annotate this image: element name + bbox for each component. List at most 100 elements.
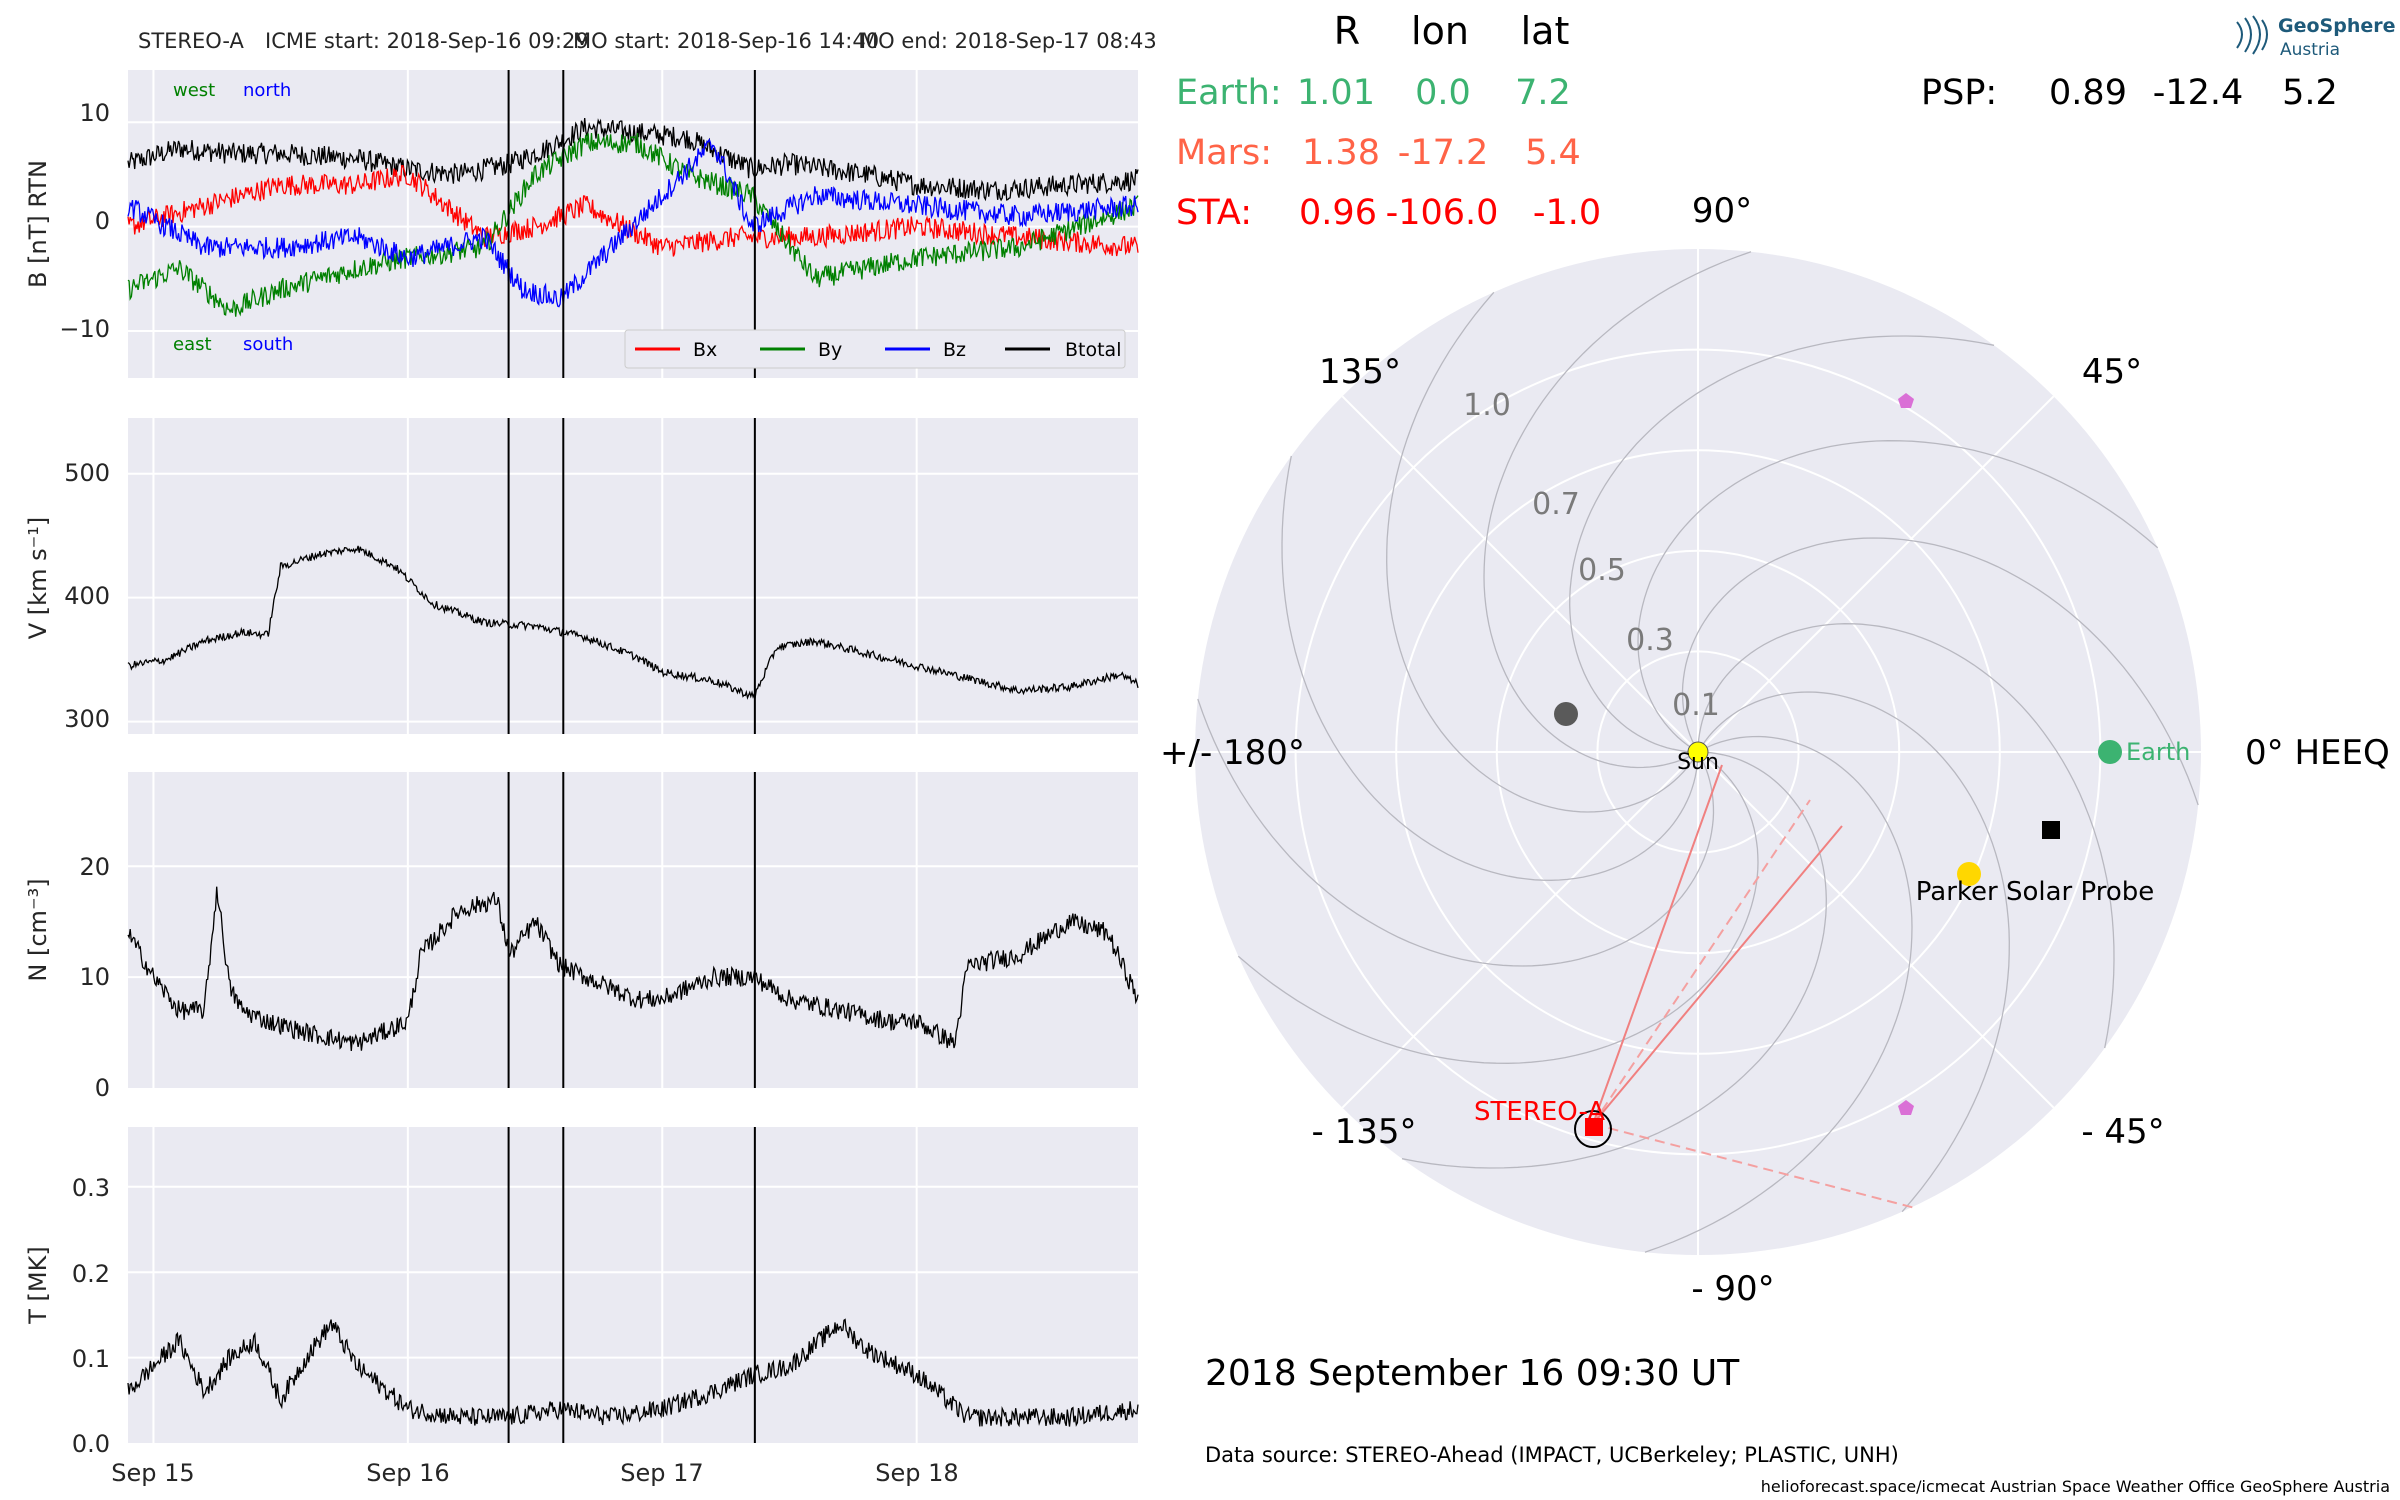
earth-label: Earth (2126, 738, 2190, 766)
panel-n-grid (128, 772, 1138, 1088)
data-source: Data source: STEREO-Ahead (IMPACT, UCBer… (1205, 1443, 1899, 1467)
logo-line2: Austria (2280, 40, 2340, 60)
x-tick-label: Sep 16 (366, 1459, 449, 1487)
spiral-line (1401, 751, 1827, 1169)
annot-north: north (243, 80, 291, 101)
panel-t: 0.3 0.2 0.1 0.0 T [MK] (24, 1127, 1139, 1458)
panel-t-event-lines (507, 1127, 756, 1443)
view-line (1592, 825, 1843, 1125)
series-line-by (127, 132, 1139, 317)
panel-t-grid (128, 1127, 1138, 1443)
row-earth-lat: 7.2 (1515, 73, 1571, 113)
mercury-marker (1554, 702, 1578, 726)
legend-box (624, 329, 1126, 369)
b-ytick: −10 (59, 315, 110, 343)
x-tick-label: Sep 18 (875, 1459, 958, 1487)
v-ytick: 500 (64, 459, 110, 487)
row-psp-r: 0.89 (2049, 73, 2127, 113)
r-label: 1.0 (1463, 388, 1511, 423)
panel-t-background (128, 1127, 1138, 1443)
sun-marker (1687, 741, 1709, 763)
logo-line1: GeoSphere (2278, 15, 2396, 37)
spiral-line (1483, 251, 1752, 769)
bepi-marker (1898, 1100, 1914, 1115)
table-header-r: R (1334, 9, 1360, 53)
panel-n-event-lines (507, 772, 756, 1088)
spiral-line (1637, 440, 2159, 753)
series-line-bz (127, 137, 1139, 308)
r-label: 0.5 (1578, 553, 1626, 588)
row-mars-name: Mars: (1176, 133, 1272, 173)
position-table: R lon lat Earth: 1.01 0.0 7.2 Mars: 1.38… (1176, 9, 2338, 233)
table-header-lon: lon (1411, 9, 1469, 53)
polar-grid (1195, 249, 2201, 1255)
solo-marker (1898, 393, 1914, 408)
spiral-line (1237, 751, 1759, 1064)
t-ytick: 0.2 (72, 1260, 110, 1288)
mo-end-label: MO end: 2018-Sep-17 08:43 (860, 29, 1157, 53)
v-ylabel: V [km s⁻¹] (24, 517, 52, 639)
stereo-a-view-lines (1592, 764, 1916, 1209)
date-text: 2018 September 16 09:30 UT (1205, 1353, 1740, 1394)
row-earth-r: 1.01 (1297, 73, 1375, 113)
spiral-line (1386, 291, 1699, 813)
sta-label: STEREO-A (1474, 1097, 1605, 1127)
spacecraft-label: STEREO-A (138, 29, 245, 53)
spiral-line (1569, 335, 1995, 753)
psp-label: Parker Solar Probe (1916, 877, 2154, 907)
n-ytick: 0 (95, 1074, 110, 1102)
sun-label: Sun (1677, 750, 1719, 775)
t-ytick: 0.1 (72, 1345, 110, 1373)
spiral-line (1197, 698, 1715, 967)
mo-start-label: MO start: 2018-Sep-16 14:40 (573, 29, 879, 53)
r-label: 0.7 (1532, 487, 1580, 522)
series-line-v (127, 545, 1139, 700)
angle-label-m135: - 135° (1312, 1112, 1417, 1152)
spiral-line (1681, 537, 2199, 806)
spiral-line (1644, 735, 1913, 1253)
row-mars-lon: -17.2 (1398, 133, 1489, 173)
panel-n-series (127, 886, 1139, 1051)
view-line-dashed (1592, 1123, 1916, 1209)
angle-label-0: 0° HEEQ (2245, 733, 2390, 773)
mars-marker (2042, 821, 2060, 839)
legend-btotal: Btotal (1065, 339, 1121, 361)
n-ytick: 10 (79, 963, 110, 991)
row-sta-r: 0.96 (1299, 193, 1377, 233)
table-header-lat: lat (1521, 9, 1570, 53)
spiral-line (1281, 455, 1699, 881)
x-tick-label: Sep 17 (620, 1459, 703, 1487)
logo-icon (2236, 15, 2268, 55)
series-line-n (127, 886, 1139, 1051)
spiral-line (1697, 691, 2010, 1213)
panel-b: 10 0 −10 B [nT] RTN west north east sout… (24, 70, 1139, 378)
angle-label-45: 45° (2082, 352, 2142, 392)
sta-ring (1574, 1110, 1612, 1148)
panel-v: 500 400 300 V [km s⁻¹] (24, 418, 1139, 734)
r-label: 0.1 (1672, 688, 1720, 723)
x-tick-label: Sep 15 (111, 1459, 194, 1487)
parker-spirals (1197, 251, 2199, 1253)
legend-bz: Bz (943, 339, 966, 361)
psp-marker (1957, 862, 1981, 886)
footer-credit: helioforecast.space/icmecat Austrian Spa… (1761, 1477, 2390, 1496)
r-label: 0.3 (1626, 623, 1674, 658)
geosphere-logo: GeoSphere Austria (2236, 15, 2396, 60)
row-mars-r: 1.38 (1302, 133, 1380, 173)
legend: Bx By Bz Btotal (624, 329, 1126, 369)
view-line-dashed (1592, 799, 1811, 1125)
angle-label-90: 90° (1692, 191, 1752, 231)
legend-bx: Bx (693, 339, 717, 361)
angle-label-180: +/- 180° (1160, 733, 1305, 773)
panel-t-series (127, 1318, 1139, 1428)
b-ytick: 10 (79, 99, 110, 127)
row-earth-name: Earth: (1176, 73, 1282, 113)
icme-start-label: ICME start: 2018-Sep-16 09:29 (265, 29, 589, 53)
panel-v-series (127, 545, 1139, 700)
annot-west: west (173, 80, 215, 101)
annot-south: south (243, 334, 293, 355)
panel-n: 20 10 0 N [cm⁻³] (24, 772, 1139, 1102)
v-ytick: 400 (64, 582, 110, 610)
row-earth-lon: 0.0 (1415, 73, 1471, 113)
